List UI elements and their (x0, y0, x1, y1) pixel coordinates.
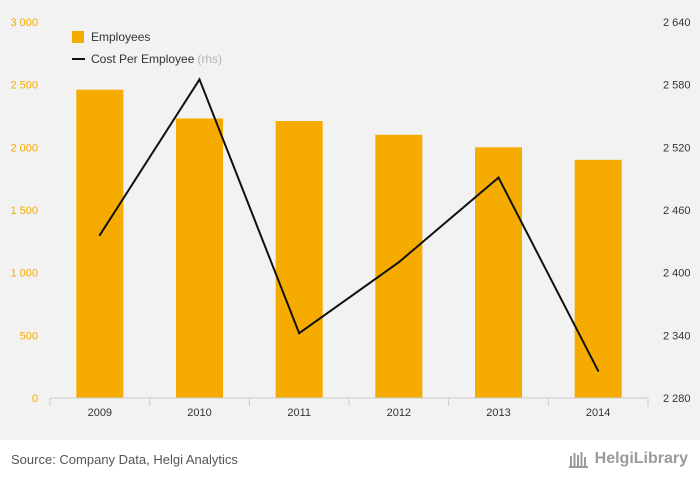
right-axis-tick-label: 2 340 (663, 330, 691, 342)
left-axis-tick-label: 1 500 (10, 205, 38, 217)
x-axis-tick-label: 2009 (88, 407, 112, 419)
left-axis-tick-label: 0 (32, 393, 38, 405)
legend-item-employees: Employees (72, 26, 222, 48)
bar-2012 (375, 134, 423, 399)
left-axis-tick-label: 2 000 (10, 142, 38, 154)
left-axis-tick-label: 500 (20, 330, 38, 342)
legend-item-cost-per-employee: Cost Per Employee (rhs) (72, 48, 222, 70)
point-cost-per-employee-2011 (298, 332, 301, 335)
footer: Source: Company Data, Helgi Analytics He… (0, 440, 700, 483)
point-cost-per-employee-2010 (198, 78, 201, 81)
source-text: Source: Company Data, Helgi Analytics (11, 452, 238, 467)
legend-swatch-employees (72, 31, 84, 43)
x-axis-tick-label: 2011 (287, 407, 311, 419)
combo-chart: 3 000 2 500 2 000 1 500 1 000 500 0 2 640 2 580 2… (10, 17, 691, 419)
right-axis-tick-label: 2 640 (663, 17, 691, 29)
point-cost-per-employee-2013 (497, 176, 500, 179)
library-icon (568, 452, 588, 468)
legend-label-employees: Employees (91, 30, 151, 44)
bar-2010 (176, 118, 223, 399)
left-axis-tick-label: 2 500 (10, 80, 38, 92)
x-axis-tick-label: 2010 (187, 407, 211, 419)
bar-2009 (76, 89, 124, 399)
right-axis-tick-label: 2 400 (663, 268, 691, 280)
right-axis-tick-label: 2 520 (663, 142, 691, 154)
x-axis-tick-label: 2014 (586, 407, 610, 419)
right-axis-tick-label: 2 460 (663, 205, 691, 217)
legend-label-cost-per-employee: Cost Per Employee (91, 52, 195, 66)
chart-area: 3 000 2 500 2 000 1 500 1 000 500 0 2 640 2 580 2… (0, 0, 700, 440)
point-cost-per-employee-2012 (397, 261, 400, 264)
point-cost-per-employee-2014 (597, 369, 600, 372)
legend: Employees Cost Per Employee (rhs) (72, 26, 222, 70)
bar-2014 (574, 159, 622, 398)
x-axis-tick-label: 2013 (486, 407, 510, 419)
helgi-library-logo[interactable]: HelgiLibrary (568, 450, 688, 468)
x-axis-tick-label: 2012 (387, 407, 411, 419)
right-axis-tick-label: 2 280 (663, 393, 691, 405)
bar-2013 (475, 147, 522, 398)
left-axis-tick-label: 1 000 (10, 268, 38, 280)
legend-note-rhs: (rhs) (197, 52, 223, 66)
point-cost-per-employee-2009 (98, 234, 101, 237)
line-cost-per-employee (98, 77, 600, 372)
left-axis-tick-label: 3 000 (10, 17, 38, 29)
legend-line-cost-per-employee (72, 58, 85, 60)
logo-text: HelgiLibrary (594, 450, 688, 467)
bar-2011 (275, 121, 323, 398)
right-axis-tick-label: 2 580 (663, 80, 691, 92)
